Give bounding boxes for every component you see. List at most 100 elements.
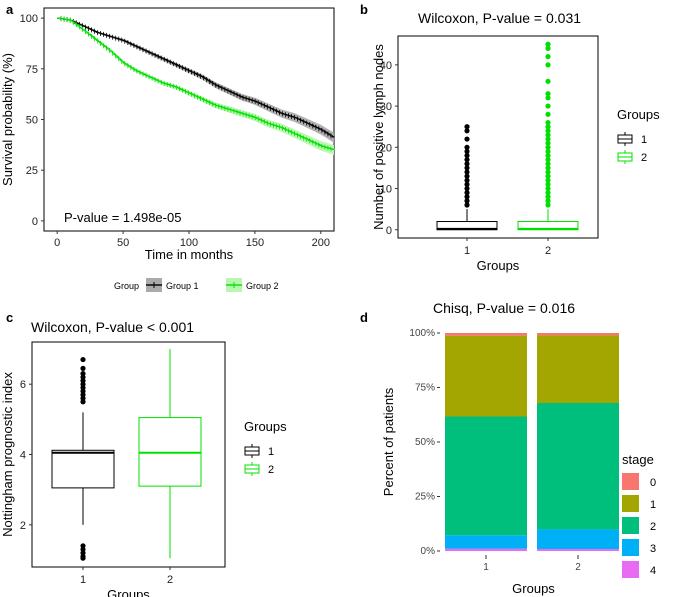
y-tick-label: 0 bbox=[386, 225, 392, 237]
outlier-point bbox=[545, 190, 551, 196]
outlier-point bbox=[545, 161, 551, 167]
outlier-point bbox=[545, 41, 551, 47]
bar-segment-stage-3 bbox=[445, 535, 527, 549]
y-tick-label: 0% bbox=[421, 546, 436, 557]
outlier-point bbox=[80, 365, 86, 371]
x-tick-label: 1 bbox=[483, 562, 489, 573]
outlier-point bbox=[545, 181, 551, 188]
outlier-point bbox=[545, 128, 551, 134]
bar-segment-stage-0 bbox=[445, 333, 527, 336]
y-axis-title: Number of positive lymph nodes bbox=[371, 44, 386, 230]
outlier-point bbox=[545, 132, 551, 138]
legend-label: 2 bbox=[268, 464, 274, 476]
panel-label-c: c bbox=[6, 310, 13, 325]
outlier-point bbox=[545, 152, 551, 159]
y-axis-title: Survival probability (%) bbox=[0, 53, 15, 186]
legend-title: Group bbox=[114, 281, 139, 291]
outlier-point bbox=[545, 78, 551, 84]
y-tick-label: 75 bbox=[26, 64, 38, 76]
outlier-point bbox=[464, 152, 470, 159]
bar-segment-stage-2 bbox=[537, 402, 619, 530]
y-tick-label: 20 bbox=[380, 142, 392, 154]
x-tick-label: 1 bbox=[464, 245, 470, 257]
y-tick-label: 25% bbox=[415, 492, 435, 503]
outlier-point bbox=[545, 148, 551, 155]
y-tick-label: 50 bbox=[26, 115, 38, 127]
y-tick-label: 25 bbox=[26, 165, 38, 177]
outlier-point bbox=[464, 148, 470, 155]
y-axis-title: Percent of patients bbox=[381, 387, 396, 496]
outlier-point bbox=[545, 202, 551, 208]
y-axis-title: Nottingham prognostic index bbox=[0, 372, 15, 537]
outlier-point bbox=[545, 119, 551, 126]
y-tick-label: 30 bbox=[380, 101, 392, 113]
outlier-point bbox=[545, 165, 551, 171]
x-axis-title: Groups bbox=[512, 581, 555, 596]
legend-title: Groups bbox=[244, 419, 287, 434]
outlier-point bbox=[545, 157, 551, 163]
outlier-point bbox=[464, 173, 470, 179]
legend-key bbox=[622, 495, 639, 512]
legend-label: 1 bbox=[641, 134, 647, 146]
x-tick-label: 200 bbox=[312, 237, 330, 249]
outlier-point bbox=[545, 54, 551, 60]
outlier-point bbox=[545, 111, 551, 117]
y-tick-label: 100 bbox=[20, 13, 38, 25]
outlier-point bbox=[545, 169, 551, 175]
y-tick-label: 10 bbox=[380, 184, 392, 196]
x-tick-label: 1 bbox=[80, 574, 86, 586]
chart-title: Chisq, P-value = 0.016 bbox=[433, 300, 575, 316]
legend-label: 0 bbox=[650, 477, 656, 489]
legend-label: 3 bbox=[650, 543, 656, 555]
outlier-point bbox=[464, 177, 470, 183]
outlier-point bbox=[545, 144, 551, 150]
y-tick-label: 100% bbox=[409, 328, 435, 339]
legend-label: 2 bbox=[641, 152, 647, 164]
outlier-point bbox=[545, 198, 551, 204]
bar-segment-stage-1 bbox=[445, 335, 527, 417]
p-value-annotation: P-value = 1.498e-05 bbox=[64, 210, 181, 225]
outlier-point bbox=[464, 198, 470, 204]
chart-title: Wilcoxon, P-value = 0.031 bbox=[418, 10, 581, 26]
y-tick-label: 40 bbox=[380, 60, 392, 72]
outlier-point bbox=[464, 169, 470, 175]
panel-b-boxplot: Wilcoxon, P-value = 0.031 0 10 20 30 40 1 2 Grou… bbox=[371, 10, 660, 273]
outlier-point bbox=[545, 136, 551, 142]
outlier-point bbox=[545, 45, 551, 51]
outlier-point bbox=[545, 124, 551, 130]
outlier-point bbox=[545, 62, 551, 68]
panel-label-a: a bbox=[6, 2, 14, 17]
panel-a-survival-plot: 0 25 50 75 100 0 50 100 150 200 Time in months Surv… bbox=[0, 7, 335, 292]
y-tick-label: 75% bbox=[415, 383, 435, 394]
legend-label: 4 bbox=[650, 565, 656, 577]
outlier-point bbox=[545, 103, 551, 109]
panel-d-stacked-bar: Chisq, P-value = 0.016 0% 25% 50% 75% 100% 1 2 G… bbox=[381, 300, 656, 596]
legend-label: Group 1 bbox=[166, 281, 199, 291]
outlier-point bbox=[464, 194, 470, 200]
legend-key bbox=[622, 539, 639, 556]
panel-c-boxplot: Wilcoxon, P-value < 0.001 2 4 6 1 2 Groups Nott… bbox=[0, 319, 287, 597]
x-tick-label: 0 bbox=[54, 237, 60, 249]
y-tick-label: 0 bbox=[32, 216, 38, 228]
outlier-point bbox=[464, 157, 470, 163]
confidence-band-group-1 bbox=[57, 18, 334, 143]
outlier-point bbox=[545, 185, 551, 192]
legend-label: Group 2 bbox=[246, 281, 279, 291]
outlier-point bbox=[464, 190, 470, 196]
x-axis-title: Time in months bbox=[145, 247, 234, 262]
outlier-point bbox=[464, 185, 470, 192]
confidence-band-group-2 bbox=[57, 18, 334, 155]
y-tick-label: 4 bbox=[20, 450, 26, 462]
outlier-point bbox=[80, 356, 86, 363]
outlier-point bbox=[464, 144, 470, 150]
legend-key bbox=[622, 517, 639, 534]
box-iqr bbox=[51, 449, 115, 489]
outlier-point bbox=[545, 194, 551, 200]
outlier-point bbox=[545, 173, 551, 179]
x-axis-title: Groups bbox=[477, 258, 520, 273]
bar-segment-stage-2 bbox=[445, 416, 527, 536]
outlier-point bbox=[80, 371, 86, 377]
y-tick-label: 2 bbox=[20, 520, 26, 532]
x-tick-label: 2 bbox=[167, 574, 173, 586]
